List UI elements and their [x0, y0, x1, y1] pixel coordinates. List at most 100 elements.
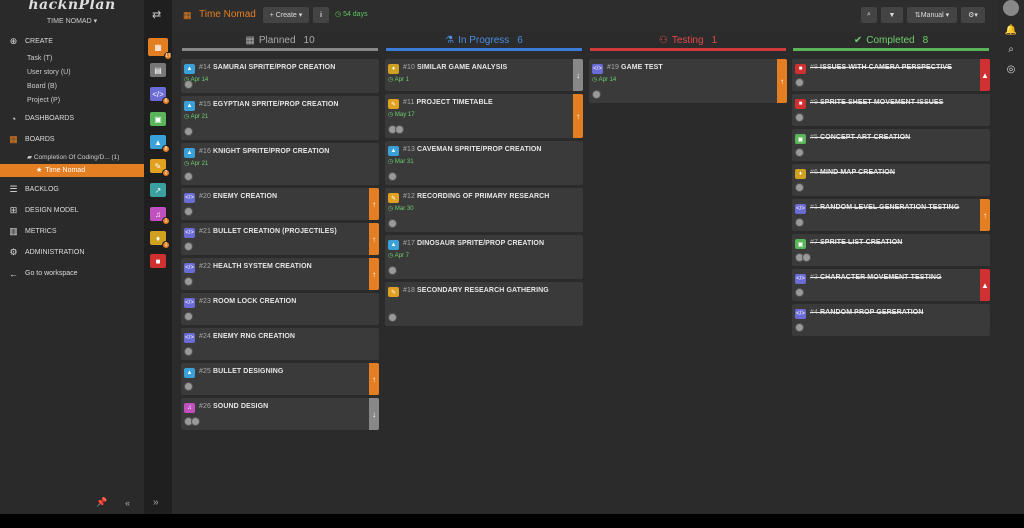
task-card[interactable]: ♫ #26 SOUND DESIGN ↓: [181, 398, 379, 430]
sidebar-item-boards[interactable]: ▦ BOARDS: [8, 134, 54, 145]
create-button[interactable]: + Create ▾: [263, 7, 309, 23]
task-type-icon: ▲: [184, 148, 195, 158]
swap-icon[interactable]: ⇄: [152, 9, 162, 21]
task-card[interactable]: ♦ #6 MIND MAP CREATION: [792, 164, 990, 196]
filter-design[interactable]: ▲ 8: [150, 135, 170, 153]
user-avatar[interactable]: [1003, 0, 1019, 16]
board-folder-item[interactable]: ▰ Completion Of Coding/D... (1): [27, 153, 119, 161]
task-card[interactable]: </> #21 BULLET CREATION (PROJECTILES) ↑: [181, 223, 379, 255]
filter-generic[interactable]: ▤: [150, 63, 166, 77]
column-count: 6: [517, 34, 523, 46]
task-number: #13: [403, 146, 418, 153]
task-title: #6 MIND MAP CREATION: [810, 169, 895, 176]
column-header[interactable]: ✔ Completed 8: [792, 32, 990, 48]
task-type-icon: </>: [795, 274, 806, 284]
task-type-icon: ♫: [184, 403, 195, 413]
task-title-text: CAVEMAN SPRITE/PROP CREATION: [417, 146, 542, 153]
create-board-item[interactable]: Board (B): [27, 83, 57, 90]
expand-icon[interactable]: »: [153, 497, 159, 508]
task-card[interactable]: ✎ #18 SECONDARY RESEARCH GATHERING: [385, 282, 583, 326]
task-card[interactable]: ▲ #16 KNIGHT SPRITE/PROP CREATION ◷ Apr 21: [181, 143, 379, 185]
task-card[interactable]: ▲ #25 BULLET DESIGNING ↑: [181, 363, 379, 395]
sidebar-item-dashboards[interactable]: ◔ DASHBOARDS: [8, 113, 74, 124]
task-card[interactable]: ▣ #5 CONCEPT ART CREATION: [792, 129, 990, 161]
task-card[interactable]: ■ #9 SPRITE SHEET MOVEMENT ISSUES: [792, 94, 990, 126]
create-project-item[interactable]: Project (P): [27, 97, 61, 104]
create-user-story-item[interactable]: User story (U): [27, 69, 71, 76]
avatar: [795, 183, 804, 192]
column-header[interactable]: ⚗ In Progress 6: [385, 32, 583, 48]
column-header[interactable]: ⚇ Testing 1: [589, 32, 787, 48]
filter-marketing[interactable]: ↗: [150, 183, 166, 197]
priority-indicator: ↑: [777, 59, 787, 103]
avatar: [388, 172, 397, 181]
filter-art[interactable]: ▣: [150, 112, 166, 126]
task-card[interactable]: ▲ #15 EGYPTIAN SPRITE/PROP CREATION ◷ Apr …: [181, 96, 379, 140]
task-card[interactable]: </> #3 CHARACTER MOVEMENT TESTING ▲: [792, 269, 990, 301]
pin-icon[interactable]: 📌: [96, 497, 108, 507]
task-card[interactable]: ■ #8 ISSUES WITH CAMERA PERSPECTIVE ▲: [792, 59, 990, 91]
task-card[interactable]: </> #20 ENEMY CREATION ↑: [181, 188, 379, 220]
all-tasks-filter[interactable]: ▦ 17: [148, 38, 172, 60]
filter-audio[interactable]: ♫ 1: [150, 207, 170, 225]
info-button[interactable]: i: [313, 7, 329, 23]
task-card[interactable]: ▲ #14 SAMURAI SPRITE/PROP CREATION ◷ Apr 1…: [181, 59, 379, 93]
trend-icon: ↗: [154, 185, 162, 195]
arrow-left-icon: ←: [9, 268, 18, 279]
task-title-text: BULLET CREATION (PROJECTILES): [213, 228, 337, 235]
bell-icon[interactable]: 🔔: [1004, 24, 1018, 36]
app-logo[interactable]: hacknPlan: [28, 0, 116, 13]
task-card[interactable]: ▣ #7 SPRITE LIST CREATION: [792, 234, 990, 266]
sidebar-item-workspace[interactable]: ← Go to workspace: [8, 268, 78, 279]
task-card[interactable]: </> #22 HEALTH SYSTEM CREATION ↑: [181, 258, 379, 290]
task-card[interactable]: ✎ #12 RECORDING OF PRIMARY RESEARCH ◷ Mar …: [385, 188, 583, 232]
task-assignees: [184, 417, 200, 426]
sidebar-create[interactable]: ⊕ CREATE: [8, 36, 53, 47]
days-remaining: ◷ 54 days: [335, 10, 368, 18]
project-selector[interactable]: TIME NOMAD ▾: [46, 18, 98, 25]
folder-icon: ▰: [27, 154, 34, 161]
task-number: #24: [199, 333, 214, 340]
search-icon[interactable]: ⌕: [1008, 43, 1014, 55]
filter-bugs[interactable]: ■: [150, 254, 166, 268]
sidebar-create-label: CREATE: [25, 38, 53, 45]
task-title-text: KNIGHT SPRITE/PROP CREATION: [213, 148, 330, 155]
settings-button[interactable]: ⚙▾: [961, 7, 985, 23]
column-header[interactable]: ▦ Planned 10: [181, 32, 379, 48]
task-title: #24 ENEMY RNG CREATION: [199, 333, 295, 340]
sidebar-item-design-model[interactable]: ⊞ DESIGN MODEL: [8, 205, 79, 216]
task-type-icon: ✎: [388, 287, 399, 297]
task-title: #7 SPRITE LIST CREATION: [810, 239, 902, 246]
sidebar-item-time-nomad[interactable]: ★ Time Nomad: [0, 164, 144, 177]
task-card[interactable]: ▲ #13 CAVEMAN SPRITE/PROP CREATION ◷ Mar 3…: [385, 141, 583, 185]
task-card[interactable]: ✎ #11 PROJECT TIMETABLE ◷ May 17 ↑: [385, 94, 583, 138]
sidebar-item-backlog[interactable]: ☰ BACKLOG: [8, 184, 58, 195]
create-task-item[interactable]: Task (T): [27, 55, 53, 62]
task-type-icon: ♦: [388, 64, 399, 74]
lifebuoy-icon[interactable]: ◎: [1006, 63, 1016, 75]
sort-dropdown[interactable]: ⇅ Manual ▾: [907, 7, 957, 23]
task-due-date: ◷ Apr 21: [184, 161, 209, 167]
filter-programming[interactable]: </> 6: [150, 87, 170, 105]
task-card[interactable]: ♦ #10 SIMILAR GAME ANALYSIS ◷ Apr 1 ↓: [385, 59, 583, 91]
task-card[interactable]: </> #24 ENEMY RNG CREATION: [181, 328, 379, 360]
filter-button[interactable]: ▼: [881, 7, 903, 23]
clock-icon: ◷: [335, 11, 344, 18]
sidebar-item-administration[interactable]: ⚙ ADMINISTRATION: [8, 247, 84, 258]
task-card[interactable]: ▲ #17 DINOSAUR SPRITE/PROP CREATION ◷ Apr …: [385, 235, 583, 279]
task-card[interactable]: </> #1 RANDOM LEVEL GENERATION TESTING ↑: [792, 199, 990, 231]
filter-ideas[interactable]: ♦ 1: [150, 231, 170, 249]
task-card[interactable]: </> #4 RANDOM PROP GERERATION: [792, 304, 990, 336]
task-title-text: SIMILAR GAME ANALYSIS: [417, 64, 508, 71]
task-title: #9 SPRITE SHEET MOVEMENT ISSUES: [810, 99, 943, 106]
search-button[interactable]: ⌕: [861, 7, 877, 23]
task-card[interactable]: </> #19 GAME TEST ◷ Apr 14 ↑: [589, 59, 787, 103]
sidebar-item-metrics[interactable]: ▥ METRICS: [8, 226, 56, 237]
task-assignees: [184, 207, 193, 216]
star-icon: ★: [36, 167, 43, 174]
task-card[interactable]: </> #23 ROOM LOCK CREATION: [181, 293, 379, 325]
task-assignees: [388, 219, 397, 228]
collapse-sidebar-icon[interactable]: «: [125, 498, 131, 508]
task-number: #22: [199, 263, 214, 270]
filter-writing[interactable]: ✎ 2: [150, 159, 170, 177]
